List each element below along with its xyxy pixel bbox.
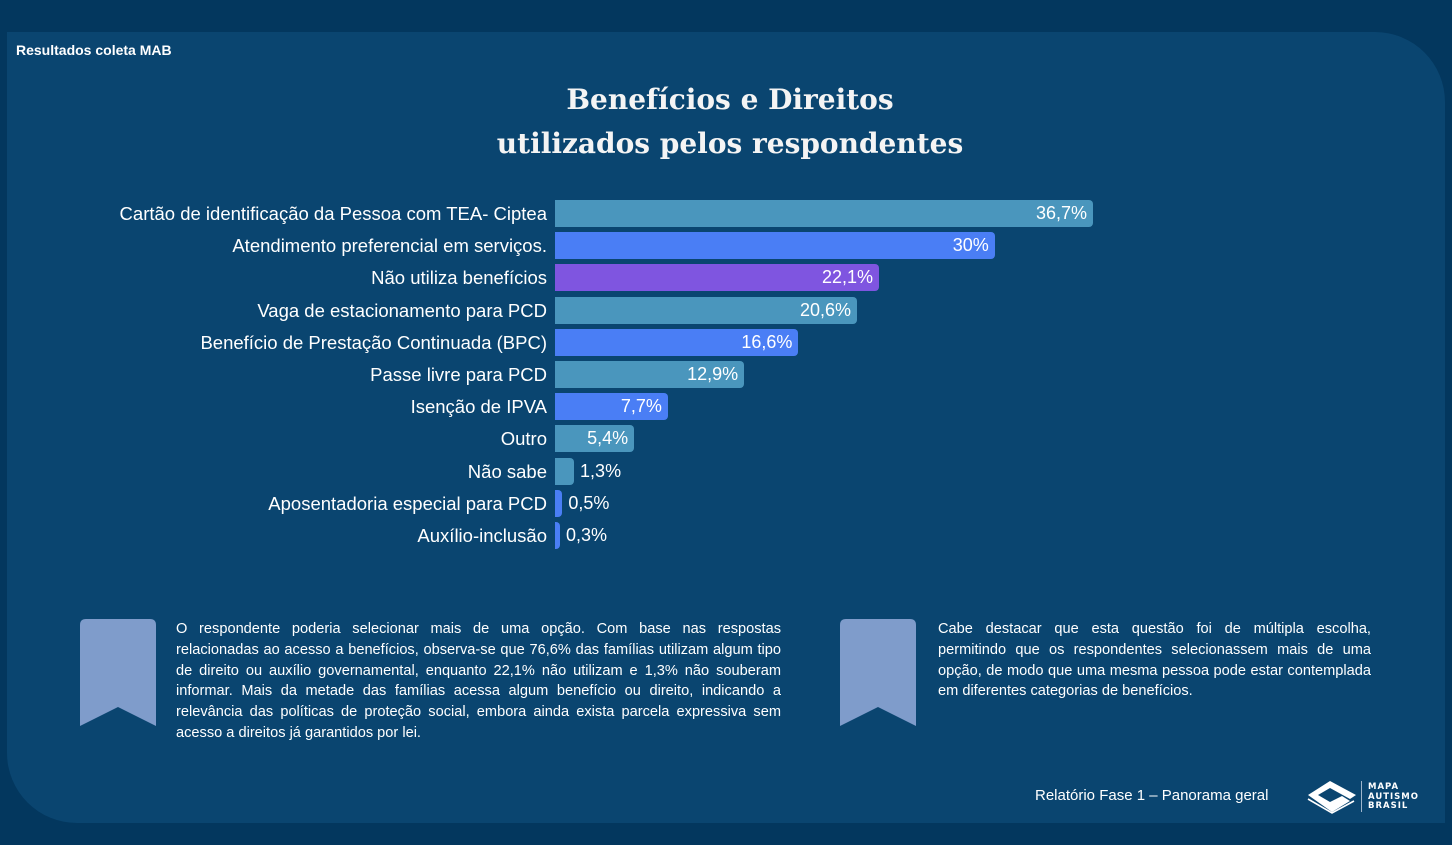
note-text-1: O respondente poderia selecionar mais de… [176,621,781,741]
data-label: 5,4% [587,428,629,449]
bar [555,457,575,485]
category-label: Passe livre para PCD [370,364,547,385]
data-label: 1,3% [580,460,622,481]
bar [555,328,799,356]
note-text-2: Cabe destacar que esta questão foi de mú… [938,621,1371,700]
content-panel [7,32,1445,823]
category-label: Outro [500,428,547,450]
data-label: 0,3% [566,525,608,545]
bar [555,425,635,453]
logo-line-2: AUTISMO [1368,791,1419,802]
bookmark-icon [840,619,916,726]
bar [555,232,995,260]
logo-wordmark: MAPA AUTISMO BRASIL [1368,782,1419,812]
bar [555,264,879,292]
data-label: 20,6% [799,299,851,320]
report-label: Relatório Fase 1 – Panorama geral [1035,787,1269,804]
category-label: Não sabe [467,460,547,482]
category-label: Auxílio-inclusão [417,525,547,546]
category-label: Cartão de identificação da Pessoa com TE… [119,203,547,224]
data-label: 7,7% [620,396,662,417]
chart-title-line-1: Benefícios e Direitos [566,83,894,116]
logo-divider [1361,781,1362,812]
bar [555,522,560,549]
category-label: Não utiliza benefícios [371,267,547,289]
mapa-autismo-logo-icon [1307,781,1356,814]
category-label: Aposentadoria especial para PCD [268,492,547,514]
bar [555,200,1093,227]
logo-line-3: BRASIL [1368,801,1409,811]
data-label: 22,1% [821,267,873,288]
bar [555,489,563,517]
bookmark-icon [80,619,156,726]
category-label: Atendimento preferencial em serviços. [232,235,547,257]
data-label: 30% [952,235,989,256]
data-label: 16,6% [741,331,793,352]
data-label: 12,9% [687,364,739,384]
logo-line-1: MAPA [1368,782,1400,792]
bar [555,296,857,324]
category-label: Benefício de Prestação Continuada (BPC) [200,331,547,353]
bar [555,393,668,421]
data-label: 0,5% [568,492,610,513]
category-label: Vaga de estacionamento para PCD [257,299,547,321]
category-label: Isenção de IPVA [410,396,547,418]
bar [555,361,745,388]
chart-title: Benefícios e Direitos utilizados pelos r… [0,78,1452,166]
data-label: 36,7% [1035,203,1087,223]
section-label: Resultados coleta MAB [16,42,172,58]
chart-title-line-2: utilizados pelos respondentes [496,127,964,160]
